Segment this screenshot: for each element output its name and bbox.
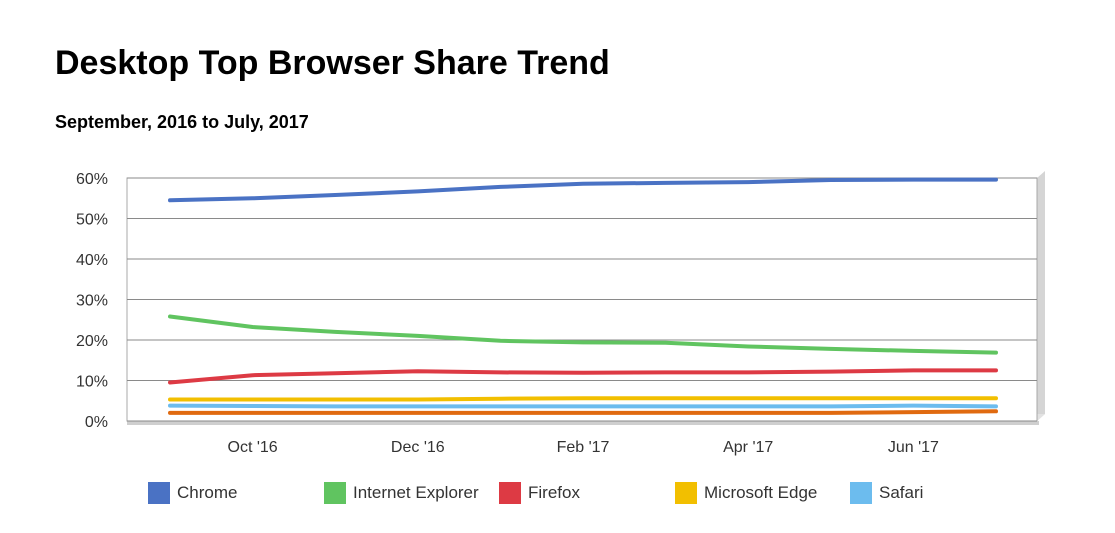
legend-item-safari: Safari — [850, 481, 923, 505]
y-tick-label: 10% — [76, 374, 108, 391]
legend-swatch-internet-explorer — [324, 482, 346, 504]
grid-lines — [127, 177, 1037, 422]
plot-frame — [126, 171, 1045, 425]
y-tick-label: 50% — [76, 212, 108, 229]
x-tick-label: Dec '16 — [391, 439, 445, 456]
x-tick-label: Apr '17 — [723, 439, 773, 456]
series-line-chrome — [168, 177, 998, 203]
legend-swatch-firefox — [499, 482, 521, 504]
legend-label-internet-explorer: Internet Explorer — [353, 483, 479, 502]
legend-label-safari: Safari — [879, 483, 924, 502]
x-tick-label: Oct '16 — [228, 439, 278, 456]
legend-swatch-safari — [850, 482, 872, 504]
series-lines — [168, 177, 998, 415]
series-line-safari — [168, 403, 998, 409]
y-tick-label: 60% — [76, 171, 108, 188]
legend-swatch-microsoft-edge — [675, 482, 697, 504]
series-line-microsoft-edge — [168, 396, 998, 402]
series-line-firefox — [168, 368, 998, 385]
plot-side-wall — [1037, 171, 1045, 421]
series-line-unlabeled — [168, 409, 998, 415]
y-tick-label: 20% — [76, 333, 108, 350]
legend-item-chrome: Chrome — [148, 481, 237, 505]
y-tick-label: 0% — [85, 414, 108, 431]
chart-subtitle: September, 2016 to July, 2017 — [55, 112, 309, 132]
series-line-internet-explorer — [168, 314, 998, 355]
chart-title: Desktop Top Browser Share Trend — [55, 44, 610, 82]
y-tick-label: 40% — [76, 252, 108, 269]
legend-item-microsoft-edge: Microsoft Edge — [675, 481, 817, 505]
line-chart: 0% 10% 20% 30% 40% 50% 60% Oct '16 Dec '16 Feb '… — [76, 171, 1045, 456]
legend-swatch-chrome — [148, 482, 170, 504]
x-tick-label: Feb '17 — [557, 439, 610, 456]
legend-item-firefox: Firefox — [499, 481, 580, 505]
x-tick-label: Jun '17 — [888, 439, 939, 456]
x-axis-ticks: Oct '16 Dec '16 Feb '17 Apr '17 Jun '17 — [228, 439, 940, 456]
y-tick-label: 30% — [76, 293, 108, 310]
legend-label-firefox: Firefox — [528, 483, 580, 502]
legend-label-microsoft-edge: Microsoft Edge — [704, 483, 818, 502]
y-axis-ticks: 0% 10% 20% 30% 40% 50% 60% — [76, 171, 108, 431]
legend-item-internet-explorer: Internet Explorer — [324, 481, 479, 505]
legend-label-chrome: Chrome — [177, 483, 238, 502]
